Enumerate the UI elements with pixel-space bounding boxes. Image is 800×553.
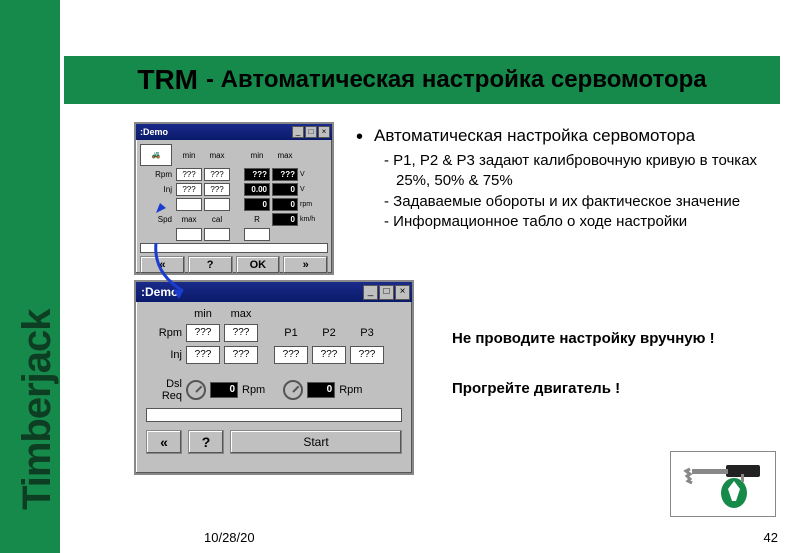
window-title: :Demo bbox=[138, 127, 291, 137]
key-image bbox=[670, 451, 776, 517]
spd-out: 0 bbox=[272, 213, 298, 226]
help-button-small[interactable]: ? bbox=[188, 256, 233, 274]
maximize-button[interactable]: □ bbox=[305, 126, 317, 138]
dsl-req-label: Dsl Req bbox=[146, 378, 182, 402]
window-title-large: :Demo bbox=[138, 285, 362, 299]
inj-p2[interactable]: ??? bbox=[312, 346, 346, 364]
dsl-unit1: Rpm bbox=[242, 384, 265, 396]
machine-icon: 🚜 bbox=[140, 144, 172, 166]
inj-p3[interactable]: ??? bbox=[350, 346, 384, 364]
inj-p1[interactable]: ??? bbox=[274, 346, 308, 364]
inj-unit: V bbox=[300, 186, 314, 193]
close-button[interactable]: × bbox=[395, 285, 410, 300]
rpm-unit: V bbox=[300, 171, 314, 178]
spd-cal: cal bbox=[204, 215, 230, 224]
spd-unit: km/h bbox=[300, 216, 314, 223]
blank-out1: 0 bbox=[244, 198, 270, 211]
ok-button-small[interactable]: OK bbox=[236, 256, 281, 274]
rpm-max-input[interactable]: ??? bbox=[204, 168, 230, 181]
demo-window-small: :Demo _ □ × 🚜 min max min max Rpm ??? ??… bbox=[134, 122, 334, 275]
bullet-list: Автоматическая настройка сервомотора P1,… bbox=[356, 126, 786, 232]
inj-max[interactable]: ??? bbox=[224, 346, 258, 364]
rpm-label: Rpm bbox=[146, 327, 182, 339]
title-rest: - Автоматическая настройка сервомотора bbox=[206, 66, 707, 94]
inj-label: Inj bbox=[140, 185, 174, 194]
bullet-sub-1: P1, P2 & P3 задают калибровочную кривую … bbox=[396, 151, 786, 192]
hdr-min: min bbox=[176, 151, 202, 160]
blank-unit: rpm bbox=[300, 201, 314, 208]
hdr-max2: max bbox=[272, 151, 298, 160]
rpm-out1: ??? bbox=[244, 168, 270, 181]
inj-max-input[interactable]: ??? bbox=[204, 183, 230, 196]
footer-date: 10/28/20 bbox=[204, 530, 255, 545]
dsl-out1: 0 bbox=[210, 382, 238, 398]
hdr-max: max bbox=[204, 151, 230, 160]
spd-in2[interactable] bbox=[204, 228, 230, 241]
title-bar: TRM - Автоматическая настройка сервомото… bbox=[64, 56, 780, 104]
hdr-max: max bbox=[224, 308, 258, 320]
inj-out1: 0.00 bbox=[244, 183, 270, 196]
minimize-button[interactable]: _ bbox=[292, 126, 304, 138]
bullet-sub-2: Задаваемые обороты и их фактическое знач… bbox=[396, 192, 786, 212]
rpm-min[interactable]: ??? bbox=[186, 324, 220, 342]
prev-button-small[interactable]: « bbox=[140, 256, 185, 274]
maximize-button[interactable]: □ bbox=[379, 285, 394, 300]
demo-window-large: :Demo _ □ × min max Rpm ??? ??? P1 P2 P3… bbox=[134, 280, 414, 475]
progress-bar-small bbox=[140, 243, 328, 253]
spd-in3[interactable] bbox=[244, 228, 270, 241]
footer-page: 42 bbox=[764, 530, 778, 545]
minimize-button[interactable]: _ bbox=[363, 285, 378, 300]
gauge-icon bbox=[283, 380, 303, 400]
spd-label: Spd bbox=[140, 215, 174, 224]
rpm-min-input[interactable]: ??? bbox=[176, 168, 202, 181]
blank-min[interactable] bbox=[176, 198, 202, 211]
spd-r: R bbox=[244, 215, 270, 224]
title-trm: TRM bbox=[137, 64, 198, 96]
spd-max: max bbox=[176, 215, 202, 224]
gauge-icon bbox=[186, 380, 206, 400]
inj-out2: 0 bbox=[272, 183, 298, 196]
rpm-label: Rpm bbox=[140, 170, 174, 179]
inj-label: Inj bbox=[146, 349, 182, 361]
next-button-small[interactable]: » bbox=[283, 256, 328, 274]
bullet-sub-3: Информационное табло о ходе настройки bbox=[396, 212, 786, 232]
prev-button-large[interactable]: « bbox=[146, 430, 182, 454]
start-button[interactable]: Start bbox=[230, 430, 402, 454]
titlebar: :Demo _ □ × bbox=[136, 124, 332, 140]
hdr-p3: P3 bbox=[350, 327, 384, 339]
help-button-large[interactable]: ? bbox=[188, 430, 224, 454]
hdr-min2: min bbox=[244, 151, 270, 160]
warning-line-1: Не проводите настройку вручную ! bbox=[452, 330, 792, 347]
hdr-p1: P1 bbox=[274, 327, 308, 339]
rpm-max[interactable]: ??? bbox=[224, 324, 258, 342]
hdr-min: min bbox=[186, 308, 220, 320]
dsl-out2: 0 bbox=[307, 382, 335, 398]
inj-min-input[interactable]: ??? bbox=[176, 183, 202, 196]
blank-out2: 0 bbox=[272, 198, 298, 211]
brand-logo: Timberjack bbox=[15, 310, 60, 511]
rpm-out2: ??? bbox=[272, 168, 298, 181]
dsl-unit2: Rpm bbox=[339, 384, 362, 396]
progress-bar-large bbox=[146, 408, 402, 422]
spd-in1[interactable] bbox=[176, 228, 202, 241]
warning-line-2: Прогрейте двигатель ! bbox=[452, 380, 792, 397]
inj-min[interactable]: ??? bbox=[186, 346, 220, 364]
bullet-main: Автоматическая настройка сервомотора bbox=[356, 126, 786, 146]
hdr-p2: P2 bbox=[312, 327, 346, 339]
blank-max[interactable] bbox=[204, 198, 230, 211]
titlebar-large: :Demo _ □ × bbox=[136, 282, 412, 302]
close-button[interactable]: × bbox=[318, 126, 330, 138]
